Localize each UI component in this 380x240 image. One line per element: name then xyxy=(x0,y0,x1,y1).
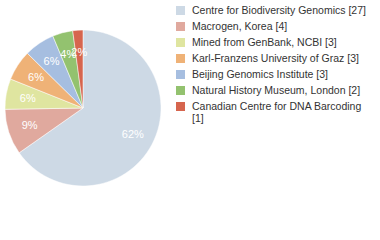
pie-slice xyxy=(53,31,83,108)
data-label: 2% xyxy=(71,46,87,58)
legend-item: Macrogen, Korea [4] xyxy=(176,20,287,32)
legend-item: Beijing Genomics Institute [3] xyxy=(176,68,328,80)
legend-swatch xyxy=(176,54,185,63)
legend-label: Centre for Biodiversity Genomics [27] xyxy=(192,4,366,16)
legend-label: Natural History Museum, London [2] xyxy=(192,84,360,96)
legend-label: Karl-Franzens University of Graz [3] xyxy=(192,52,359,64)
data-labels: 62%9%6%6%6%4%2% xyxy=(20,46,144,140)
data-label: 6% xyxy=(44,55,60,67)
legend-label: Beijing Genomics Institute [3] xyxy=(192,68,328,80)
legend-swatch xyxy=(176,38,185,47)
pie xyxy=(5,30,161,186)
legend-swatch xyxy=(176,102,185,111)
legend-swatch xyxy=(176,22,185,31)
data-label: 6% xyxy=(20,92,36,104)
data-label: 9% xyxy=(22,119,38,131)
legend-item: Centre for Biodiversity Genomics [27] xyxy=(176,4,366,16)
legend-item: Canadian Centre for DNA Barcoding[1] xyxy=(176,100,361,124)
legend-label: Mined from GenBank, NCBI [3] xyxy=(192,36,337,48)
legend-swatch xyxy=(176,86,185,95)
data-label: 6% xyxy=(28,71,44,83)
legend-item: Karl-Franzens University of Graz [3] xyxy=(176,52,359,64)
pie-slice xyxy=(73,30,83,108)
legend: Centre for Biodiversity Genomics [27] Mac… xyxy=(176,4,366,124)
legend-item: Mined from GenBank, NCBI [3] xyxy=(176,36,337,48)
legend-swatch xyxy=(176,6,185,15)
data-label: 62% xyxy=(122,128,144,140)
chart: 62%9%6%6%6%4%2%Centre for Biodiversity G… xyxy=(0,0,380,240)
legend-label: Canadian Centre for DNA Barcoding[1] xyxy=(192,100,361,124)
pie-slice xyxy=(5,108,83,153)
legend-label: Macrogen, Korea [4] xyxy=(192,20,287,32)
legend-swatch xyxy=(176,70,185,79)
legend-item: Natural History Museum, London [2] xyxy=(176,84,360,96)
